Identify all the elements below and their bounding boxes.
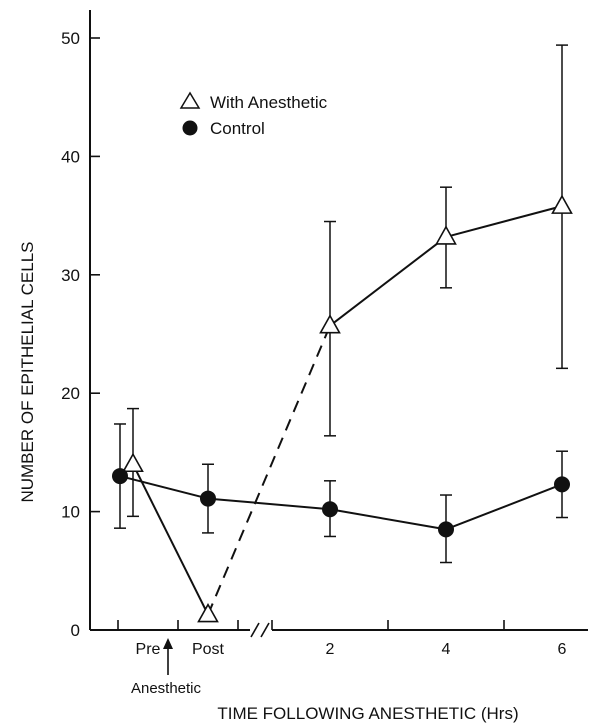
with-anesthetic-point <box>551 194 573 214</box>
x-axis-label: TIME FOLLOWING ANESTHETIC (Hrs) <box>217 704 518 723</box>
with-anesthetic-line-segment <box>132 463 209 616</box>
axis-break-mark <box>260 622 270 638</box>
anesthetic-label: Anesthetic <box>131 680 202 697</box>
control-point <box>112 468 128 485</box>
legend-label-with-anesthetic: With Anesthetic <box>210 93 328 112</box>
x-tick-label: 6 <box>558 641 567 658</box>
with-anesthetic-point <box>197 602 219 623</box>
with-anesthetic-point <box>435 225 457 245</box>
y-tick-label: 40 <box>61 147 80 166</box>
y-tick-label: 20 <box>61 384 80 403</box>
control-line-segment <box>119 475 209 500</box>
y-ticks: 0 10 20 30 40 50 <box>61 29 100 640</box>
x-tick-label: Post <box>192 641 225 658</box>
axis-break-mark <box>250 622 260 638</box>
control-point <box>438 521 454 538</box>
x-ticks: Pre Post 2 4 6 <box>117 620 567 658</box>
legend-triangle-icon <box>179 91 201 109</box>
control-point <box>554 476 570 493</box>
y-tick-label: 0 <box>71 621 80 640</box>
control-line-segment <box>329 508 447 531</box>
anesthetic-arrowhead <box>163 638 173 649</box>
control-line-segment <box>445 483 563 531</box>
with-anesthetic-line-segment <box>207 325 331 615</box>
y-tick-label: 10 <box>61 503 80 522</box>
with-anesthetic-point <box>319 314 341 334</box>
control-line-segment <box>207 497 331 511</box>
legend-label-control: Control <box>210 119 265 138</box>
anesthetic-annotation: Anesthetic <box>131 638 202 697</box>
series-layer <box>112 44 573 623</box>
with-anesthetic-line-segment <box>329 236 447 327</box>
y-tick-label: 50 <box>61 29 80 48</box>
with-anesthetic-point <box>122 452 144 473</box>
with-anesthetic-line-segment <box>445 205 563 238</box>
y-axis-label: NUMBER OF EPITHELIAL CELLS <box>18 241 37 502</box>
y-tick-label: 30 <box>61 266 80 285</box>
control-point <box>200 490 216 507</box>
x-tick-label: 4 <box>442 641 451 658</box>
control-point <box>322 501 338 518</box>
x-tick-label: 2 <box>326 641 335 658</box>
axes <box>89 10 588 638</box>
legend-circle-icon <box>182 120 198 136</box>
legend: With Anesthetic Control <box>179 91 328 138</box>
x-tick-label: Pre <box>136 641 161 658</box>
